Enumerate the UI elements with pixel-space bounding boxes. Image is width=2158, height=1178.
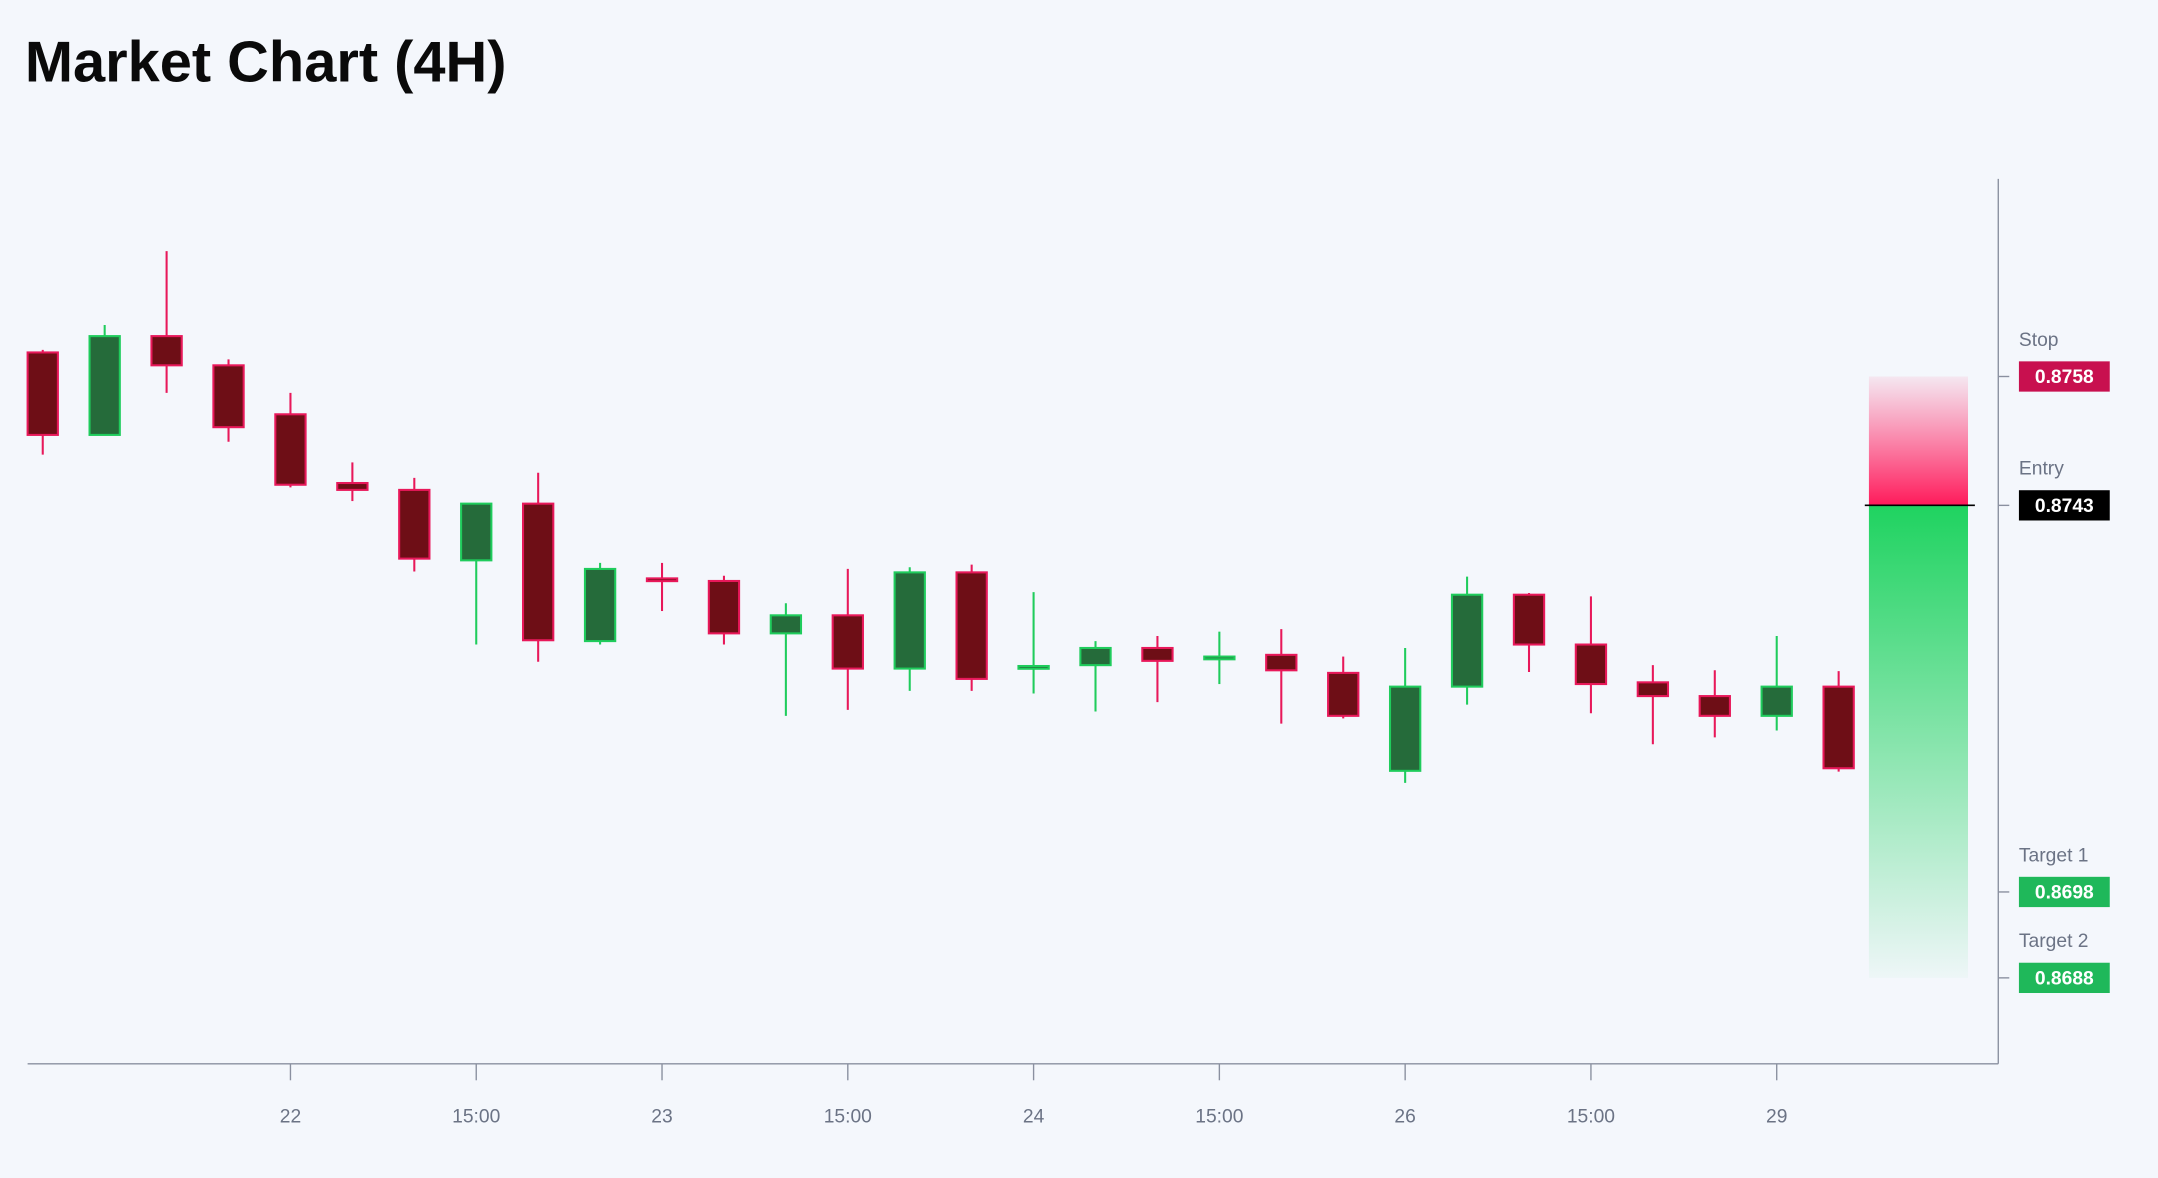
candle-body: [583, 567, 617, 643]
level-box: [2018, 490, 2110, 521]
x-tick-label: 22: [280, 1107, 301, 1128]
level-name: Target 2: [2019, 931, 2089, 952]
candle-body: [26, 351, 59, 436]
candle-body: [212, 364, 245, 429]
candle-body: [1327, 671, 1360, 717]
candle-body: [1822, 685, 1855, 770]
level-value: 0.8698: [2035, 882, 2094, 903]
candle-body: [1450, 593, 1484, 688]
candle-body: [707, 579, 741, 635]
x-tick-label: 15:00: [1195, 1107, 1243, 1128]
level-value: 0.8743: [2035, 496, 2094, 517]
candle-body: [521, 502, 555, 642]
level-name: Target 1: [2019, 845, 2089, 866]
x-tick-label: 24: [1023, 1107, 1045, 1128]
x-tick-label: 29: [1766, 1107, 1787, 1128]
candle-body: [88, 335, 121, 436]
candle-body: [645, 577, 679, 583]
x-tick-label: 15:00: [1567, 1107, 1615, 1128]
candle-body: [460, 502, 493, 562]
candle-body: [1203, 655, 1236, 661]
level-box: [2018, 876, 2110, 908]
candle-body: [831, 614, 864, 670]
candle-body: [1512, 593, 1546, 646]
level-box: [2018, 361, 2110, 392]
candle-body: [398, 488, 431, 560]
candle-body: [1636, 681, 1670, 698]
candle-body: [893, 571, 926, 670]
candle-body: [1574, 643, 1608, 686]
candle-body: [150, 335, 183, 367]
reward-zone: [1868, 505, 1969, 978]
candle-body: [1388, 685, 1422, 772]
candle-body: [274, 413, 307, 486]
level-value: 0.8688: [2035, 968, 2094, 989]
candle-body: [1760, 685, 1793, 717]
level-name: Stop: [2019, 330, 2059, 351]
candle-body: [1698, 695, 1731, 717]
level-box: [2018, 962, 2110, 994]
candle-body: [1017, 664, 1050, 670]
chart-title: Market Chart (4H): [25, 30, 507, 94]
x-tick-label: 15:00: [824, 1107, 872, 1128]
risk-zone: [1868, 376, 1969, 506]
candle-body: [1079, 646, 1112, 667]
candle-body: [336, 481, 369, 491]
candle-body: [769, 614, 803, 635]
level-name: Entry: [2019, 459, 2064, 480]
x-tick-label: 15:00: [452, 1107, 500, 1128]
candle-body: [1141, 646, 1174, 662]
x-tick-label: 23: [651, 1107, 672, 1128]
candle-body: [1265, 653, 1298, 672]
level-value: 0.8758: [2035, 367, 2094, 388]
candle-body: [955, 571, 988, 680]
x-tick-label: 26: [1394, 1107, 1415, 1128]
